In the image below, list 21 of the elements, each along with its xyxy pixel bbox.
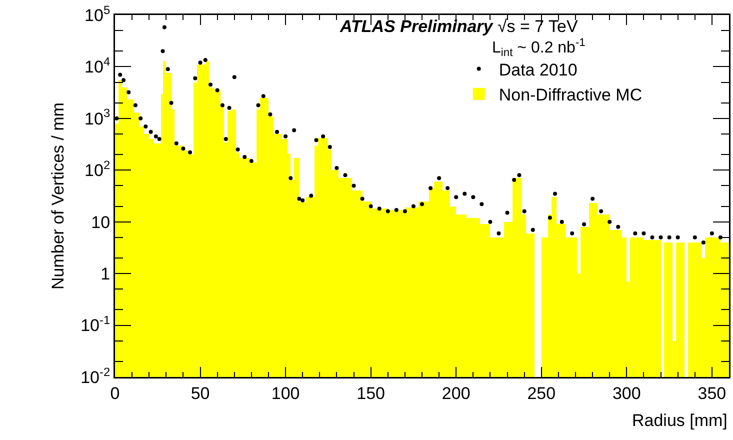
x-tick-label: 50 [190,384,210,403]
y-axis-title: Number of Vertices / mm [48,102,68,290]
y-tick-label: 10$^{4}$ [84,54,110,77]
y-tick-label: 1 [100,264,110,284]
x-tick-label: 350 [698,384,726,403]
x-tick-label: 0 [110,384,120,403]
y-tick-label: 10 [91,212,110,232]
legend-label: Data 2010 [498,60,578,80]
y-tick-label: 10$^{3}$ [84,106,110,128]
x-tick-label: 300 [612,384,641,403]
x-tick-label: 100 [271,384,300,403]
y-tick-label: 10$^{-2}$ [80,364,110,387]
x-axis-title: Radius [mm] [632,411,728,430]
x-tick-label: 150 [356,384,386,403]
y-tick-label: 10$^{-1}$ [80,313,110,336]
x-tick-label: 250 [527,384,556,403]
y-tick-label: 10$^{2}$ [84,158,110,180]
annotation: L$_{int}$ ~ 0.2 nb$^{-1}$ [492,37,586,60]
x-tick-label: 200 [442,384,470,403]
y-tick-label: 10$^{5}$ [84,2,110,25]
legend-label: Non-Diffractive MC [498,85,642,104]
